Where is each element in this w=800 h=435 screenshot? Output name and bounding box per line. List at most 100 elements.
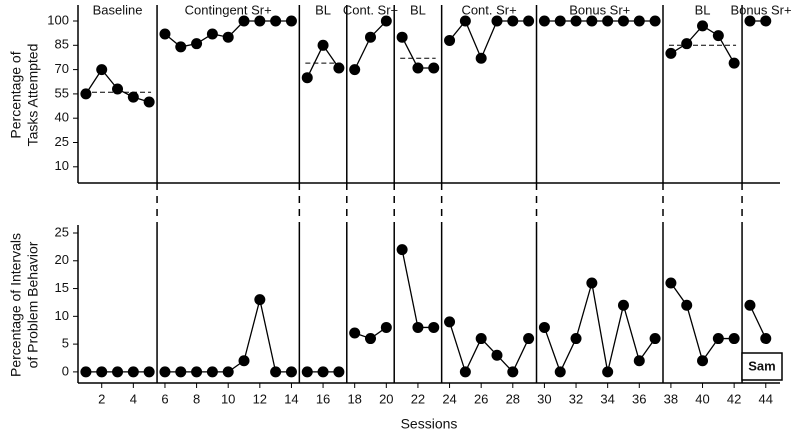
data-point (428, 62, 440, 74)
data-point (112, 366, 124, 378)
phase-label: BL (315, 2, 331, 17)
data-point (254, 294, 266, 306)
y-axis-label: of Problem Behavior (25, 241, 41, 368)
data-line (164, 299, 292, 373)
data-point (617, 299, 629, 311)
data-point (412, 321, 424, 333)
data-point (191, 366, 203, 378)
y-tick-label: 40 (55, 110, 69, 125)
data-point (554, 15, 566, 27)
data-point (222, 31, 234, 43)
data-point (538, 15, 550, 27)
x-axis-label: Sessions (401, 416, 458, 432)
data-point (349, 327, 361, 339)
data-point (238, 15, 250, 27)
data-point (270, 366, 282, 378)
x-tick-label: 40 (695, 391, 709, 406)
x-tick-label: 42 (727, 391, 741, 406)
data-point (301, 72, 313, 84)
y-axis-label: Percentage of Intervals (8, 233, 24, 377)
x-tick-label: 10 (221, 391, 235, 406)
data-point (491, 349, 503, 361)
data-point (570, 15, 582, 27)
data-point (649, 333, 661, 345)
data-point (127, 91, 139, 103)
data-point (206, 366, 218, 378)
data-point (554, 366, 566, 378)
x-tick-label: 2 (98, 391, 105, 406)
data-line (670, 25, 735, 64)
y-tick-label: 25 (55, 134, 69, 149)
data-point (143, 366, 155, 378)
phase-label: BL (410, 2, 426, 17)
data-line (749, 304, 767, 339)
x-tick-label: 30 (537, 391, 551, 406)
x-tick-label: 22 (411, 391, 425, 406)
data-point (285, 366, 297, 378)
phase-label: Bonus Sr+ (730, 2, 791, 17)
data-point (285, 15, 297, 27)
data-point (728, 57, 740, 69)
data-point (238, 355, 250, 367)
data-point (459, 366, 471, 378)
data-point (301, 366, 313, 378)
data-point (349, 64, 361, 76)
data-point (507, 366, 519, 378)
phase-label: BL (695, 2, 711, 17)
data-point (712, 30, 724, 42)
data-point (412, 62, 424, 74)
data-point (444, 34, 456, 46)
x-tick-label: 28 (506, 391, 520, 406)
data-point (444, 316, 456, 328)
y-tick-label: 25 (55, 224, 69, 239)
data-point (96, 366, 108, 378)
phase-label: Baseline (93, 2, 143, 17)
y-tick-label: 100 (47, 12, 69, 27)
data-line (354, 20, 387, 70)
data-point (744, 299, 756, 311)
data-point (586, 277, 598, 289)
data-point (760, 333, 772, 345)
phase-label: Contingent Sr+ (185, 2, 272, 17)
data-point (159, 28, 171, 40)
x-tick-label: 18 (347, 391, 361, 406)
data-point (523, 333, 535, 345)
data-point (475, 52, 487, 64)
data-point (96, 64, 108, 76)
data-point (428, 321, 440, 333)
data-point (333, 366, 345, 378)
data-point (507, 15, 519, 27)
data-point (333, 62, 345, 74)
data-point (665, 47, 677, 59)
y-tick-label: 15 (55, 280, 69, 295)
data-point (175, 41, 187, 53)
annotation-box (741, 352, 783, 381)
data-point (365, 333, 376, 345)
x-tick-label: 44 (759, 391, 773, 406)
y-tick-label: 0 (62, 363, 69, 378)
y-axis-label: Tasks Attempted (25, 44, 41, 147)
data-point (697, 355, 709, 367)
y-tick-label: 10 (55, 158, 69, 173)
data-point (602, 366, 614, 378)
data-point (317, 366, 329, 378)
data-line (449, 19, 529, 60)
data-point (633, 15, 645, 27)
data-point (175, 366, 187, 378)
data-point (602, 15, 614, 27)
data-point (206, 28, 218, 40)
data-point (127, 366, 139, 378)
phase-label: Bonus Sr+ (569, 2, 630, 17)
x-tick-label: 20 (379, 391, 393, 406)
data-line (543, 282, 656, 374)
data-point (712, 333, 724, 345)
x-tick-label: 24 (442, 391, 456, 406)
data-point (538, 321, 550, 333)
data-point (665, 277, 677, 289)
data-point (728, 333, 740, 345)
x-tick-label: 4 (130, 391, 137, 406)
data-line (401, 249, 434, 329)
data-point (380, 321, 392, 333)
data-point (80, 366, 92, 378)
